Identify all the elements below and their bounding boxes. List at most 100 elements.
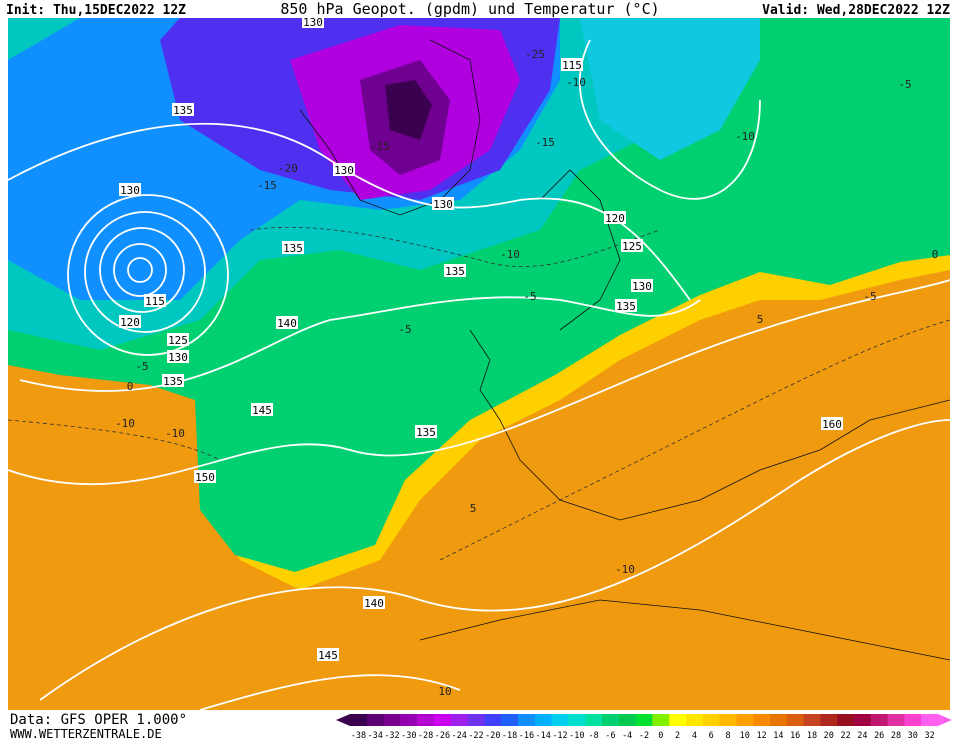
- label-box: [317, 648, 339, 661]
- header-band: [0, 0, 959, 18]
- color-swatch: [383, 714, 401, 726]
- color-bar: -38 -34 -32 -30 -28 -26 -24 -22 -20 -18 -16 -14 -12-…: [336, 714, 952, 741]
- temperature-label: -5: [898, 78, 911, 91]
- valid-time: Valid: Wed,28DEC2022 12Z: [762, 3, 950, 18]
- label-box: [119, 315, 141, 328]
- color-swatch: [501, 714, 519, 726]
- geopotential-label: 160: [822, 418, 842, 431]
- isotherm: [249, 226, 661, 267]
- color-bar-label: -10: [569, 731, 584, 741]
- init-time: Init: Thu,15DEC2022 12Z: [6, 3, 186, 18]
- color-bar-label: 30: [908, 731, 918, 741]
- temperature-field: [8, 18, 950, 710]
- color-bar-label: 20: [824, 731, 834, 741]
- isohypse: [113, 243, 167, 297]
- isohypse: [199, 674, 461, 711]
- label-box: [621, 239, 643, 252]
- color-bar-label: -26: [435, 731, 450, 741]
- color-bar-arrow-right: [938, 714, 952, 726]
- geopotential-label: 135: [173, 104, 193, 117]
- color-bar-label: -6: [605, 731, 615, 741]
- label-box: [561, 58, 583, 71]
- label-box: [631, 279, 653, 292]
- color-bar-label: 10: [740, 731, 750, 741]
- color-bar-label: 14: [773, 731, 783, 741]
- label-box: [302, 15, 324, 28]
- color-bar-label: 0: [658, 731, 663, 741]
- color-swatch: [702, 714, 721, 726]
- color-swatch: [635, 714, 653, 726]
- geopotential-label: 135: [445, 265, 465, 278]
- geopotential-label: 130: [334, 164, 354, 177]
- scandinavia-coast: [539, 169, 621, 331]
- color-swatch: [602, 714, 620, 726]
- color-swatch: [618, 714, 637, 726]
- isohypse: [579, 39, 761, 200]
- temperature-label: -5: [135, 360, 148, 373]
- isotherms: [7, 226, 951, 561]
- color-bar-label: -12: [552, 731, 567, 741]
- color-swatch: [904, 714, 922, 726]
- color-bar-label: -14: [536, 731, 551, 741]
- color-bar-label: 4: [692, 731, 697, 741]
- temperature-label: -5: [398, 323, 411, 336]
- color-bar-label: -32: [384, 731, 399, 741]
- color-bar-label: -22: [468, 731, 483, 741]
- isohypse: [67, 194, 229, 356]
- isohypse: [84, 211, 206, 333]
- color-bar-label: -2: [639, 731, 649, 741]
- color-bar-label: -18: [502, 731, 517, 741]
- temperature-label: 0: [127, 380, 134, 393]
- color-bar-arrow-left: [336, 714, 350, 726]
- color-swatch: [350, 714, 368, 726]
- color-swatch: [870, 714, 889, 726]
- geopotential-label: 125: [622, 240, 642, 253]
- color-swatch: [820, 714, 838, 726]
- temperature-label: -10: [615, 563, 635, 576]
- color-bar-label: 24: [857, 731, 867, 741]
- map-title: 850 hPa Geopot. (gpdm) und Temperatur (°…: [280, 0, 659, 18]
- temperature-label: -10: [566, 76, 586, 89]
- label-box: [276, 316, 298, 329]
- color-swatch: [534, 714, 553, 726]
- geopotential-label: 130: [632, 280, 652, 293]
- geopotential-label: 150: [195, 471, 215, 484]
- temperature-label: 5: [757, 313, 764, 326]
- color-swatch: [434, 714, 452, 726]
- temperature-label: -5: [523, 290, 536, 303]
- isotherm: [439, 319, 951, 561]
- label-box: [432, 197, 454, 210]
- temperature-label: 0: [932, 248, 939, 261]
- label-box: [167, 333, 189, 346]
- color-bar-label: -24: [452, 731, 467, 741]
- temperature-label: 5: [470, 502, 477, 515]
- geopotential-label: 145: [318, 649, 338, 662]
- label-box: [282, 241, 304, 254]
- color-swatch: [450, 714, 469, 726]
- label-box: [615, 299, 637, 312]
- color-bar-label: -8: [588, 731, 598, 741]
- geopotential-label: 120: [120, 316, 140, 329]
- temperature-label: -10: [115, 417, 135, 430]
- color-swatch: [652, 714, 670, 726]
- geopotential-label: 130: [168, 351, 188, 364]
- label-box: [415, 425, 437, 438]
- color-bar-label: 8: [725, 731, 730, 741]
- color-bar-label: 12: [756, 731, 766, 741]
- color-swatch: [854, 714, 872, 726]
- temperature-label: -10: [165, 427, 185, 440]
- color-swatch: [568, 714, 586, 726]
- color-bar-label: -38: [351, 731, 366, 741]
- color-swatch: [736, 714, 754, 726]
- label-box: [194, 470, 216, 483]
- data-source: Data: GFS OPER 1.000°: [10, 712, 187, 728]
- temperature-label: -15: [535, 136, 555, 149]
- color-bar-label: -16: [519, 731, 534, 741]
- temperature-label: -5: [863, 290, 876, 303]
- label-box: [333, 163, 355, 176]
- color-bar-label: 22: [840, 731, 850, 741]
- color-swatch: [770, 714, 788, 726]
- temperature-label: -15: [370, 140, 390, 153]
- isohypse: [39, 419, 951, 701]
